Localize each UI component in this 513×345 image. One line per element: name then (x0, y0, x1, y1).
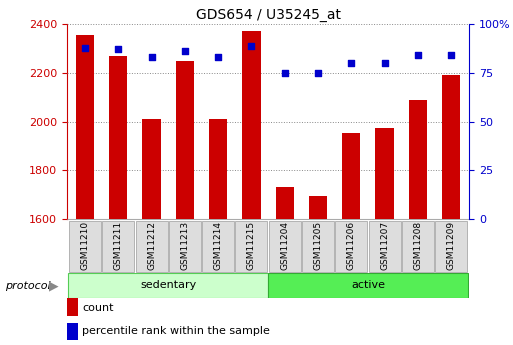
FancyBboxPatch shape (69, 221, 101, 272)
Bar (209, 119, 227, 345)
Bar (242, 31, 261, 345)
Point (147, 55, 155, 60)
FancyBboxPatch shape (202, 221, 234, 272)
Text: GSM11212: GSM11212 (147, 221, 156, 270)
Bar (442, 75, 460, 345)
Bar (109, 56, 127, 345)
Point (281, 70, 289, 76)
Text: GSM11204: GSM11204 (280, 221, 289, 270)
Point (214, 55, 222, 60)
Text: GSM11208: GSM11208 (413, 221, 422, 270)
FancyBboxPatch shape (68, 273, 268, 298)
FancyBboxPatch shape (102, 221, 134, 272)
Point (181, 49, 189, 54)
FancyBboxPatch shape (336, 221, 367, 272)
FancyBboxPatch shape (268, 273, 468, 298)
Point (81, 45, 89, 50)
Text: GSM11206: GSM11206 (347, 221, 356, 270)
Text: ▶: ▶ (49, 279, 58, 292)
Point (314, 70, 322, 76)
Text: GSM11214: GSM11214 (213, 221, 223, 270)
FancyBboxPatch shape (269, 221, 301, 272)
Bar (309, 196, 327, 345)
FancyBboxPatch shape (302, 221, 334, 272)
Bar (175, 61, 194, 345)
Text: GSM11211: GSM11211 (114, 221, 123, 270)
Point (447, 52, 455, 58)
Point (381, 60, 389, 66)
Text: GSM11207: GSM11207 (380, 221, 389, 270)
Point (413, 52, 422, 58)
Text: sedentary: sedentary (140, 280, 196, 290)
FancyBboxPatch shape (169, 221, 201, 272)
FancyBboxPatch shape (235, 221, 267, 272)
Bar (376, 128, 393, 345)
Text: GSM11205: GSM11205 (313, 221, 323, 270)
FancyBboxPatch shape (435, 221, 467, 272)
FancyBboxPatch shape (135, 221, 168, 272)
Text: GSM11215: GSM11215 (247, 221, 256, 270)
Point (247, 43, 255, 48)
Bar (409, 100, 427, 345)
Text: GSM11209: GSM11209 (447, 221, 456, 270)
Title: GDS654 / U35245_at: GDS654 / U35245_at (195, 8, 341, 22)
Point (114, 47, 123, 52)
Text: protocol: protocol (5, 281, 51, 290)
Text: percentile rank within the sample: percentile rank within the sample (82, 326, 270, 336)
Text: active: active (351, 280, 385, 290)
Text: count: count (82, 303, 113, 313)
FancyBboxPatch shape (368, 221, 401, 272)
Bar (143, 119, 161, 345)
FancyBboxPatch shape (402, 221, 434, 272)
Text: GSM11213: GSM11213 (181, 221, 189, 270)
Bar (342, 132, 361, 345)
Bar (76, 35, 94, 345)
Text: GSM11210: GSM11210 (81, 221, 89, 270)
Bar (275, 187, 294, 345)
Point (347, 60, 356, 66)
